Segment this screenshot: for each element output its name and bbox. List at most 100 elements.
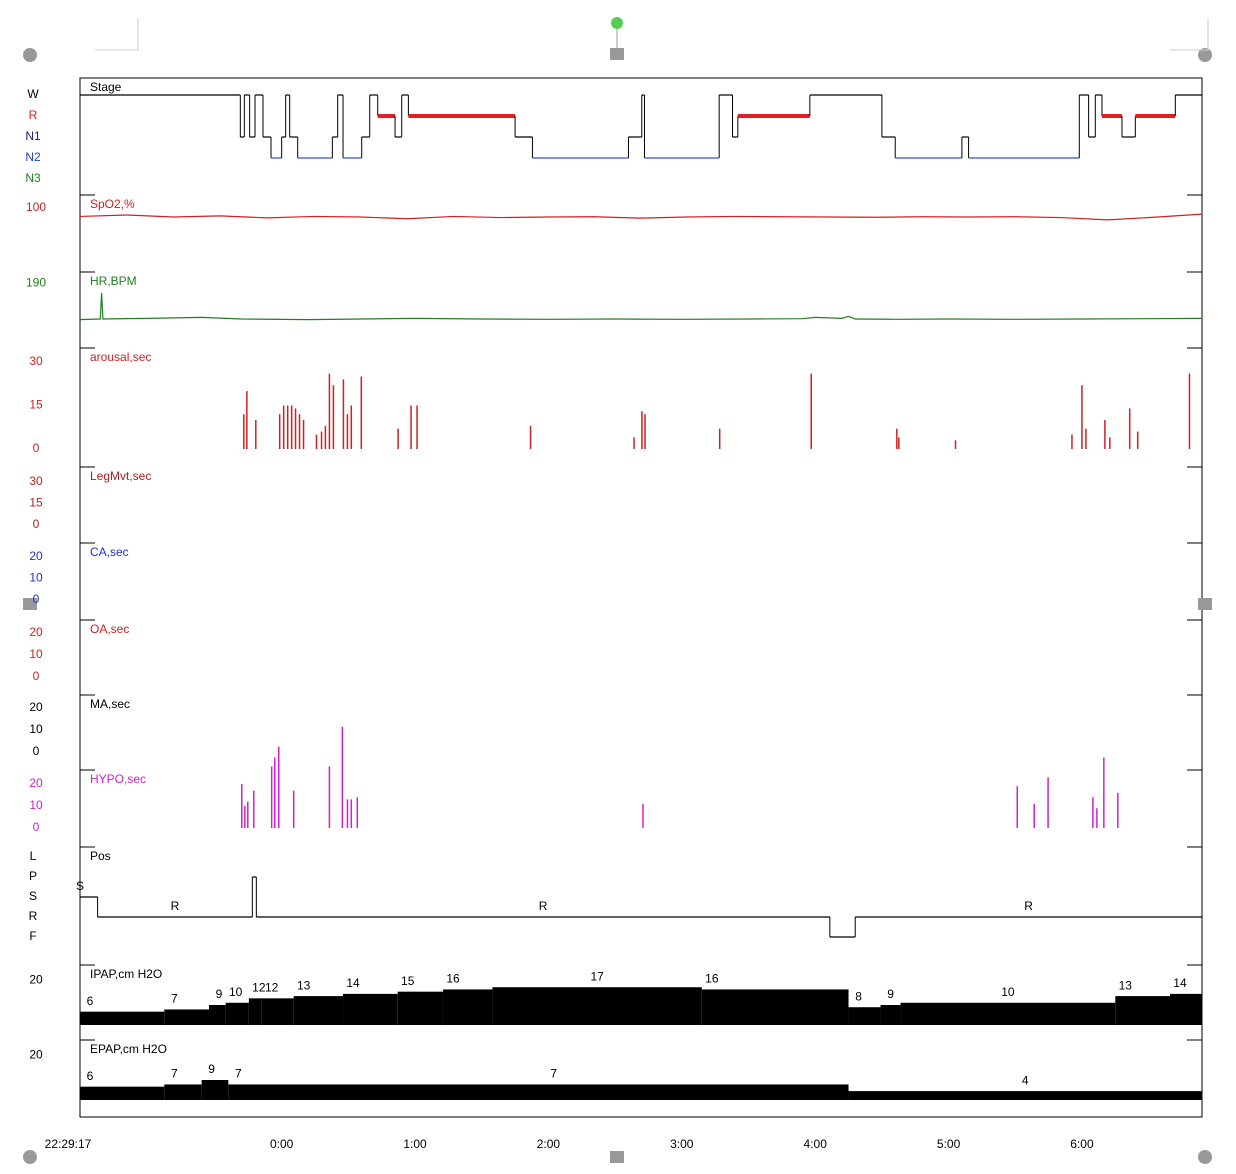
y-tick-label: F (29, 929, 36, 943)
value-label: 10 (229, 985, 243, 999)
pressure-step (261, 998, 294, 1025)
y-tick-label: N1 (25, 129, 41, 143)
value-label: R (539, 899, 548, 913)
y-tick-label: 20 (29, 700, 43, 714)
panel-label: MA,sec (90, 697, 130, 711)
time-tick-label: 22:29:17 (45, 1137, 92, 1151)
handle[interactable] (1198, 48, 1212, 62)
handle[interactable] (1198, 598, 1212, 610)
y-tick-label: 190 (26, 275, 46, 289)
panel-label: Stage (90, 80, 122, 94)
value-label: 9 (887, 987, 894, 1001)
pressure-step (1169, 993, 1202, 1025)
y-tick-label: 20 (29, 776, 43, 790)
value-label: 13 (1119, 978, 1133, 992)
y-tick-label: 20 (29, 1048, 43, 1062)
pressure-step (293, 996, 344, 1025)
handle[interactable] (610, 48, 624, 60)
panel-label: arousal,sec (90, 350, 151, 364)
panel-label: CA,sec (90, 545, 129, 559)
handle[interactable] (1198, 1150, 1212, 1164)
y-tick-label: 0 (33, 441, 40, 455)
y-tick-label: 100 (26, 200, 46, 214)
time-tick-label: 4:00 (804, 1137, 828, 1151)
value-label: 15 (401, 974, 415, 988)
corner-mark (95, 18, 1209, 51)
y-tick-label: 30 (29, 354, 43, 368)
y-tick-label: W (27, 87, 39, 101)
pressure-step (258, 1084, 849, 1100)
rotate-handle[interactable] (611, 17, 623, 29)
y-tick-label: 0 (33, 669, 40, 683)
value-label: 16 (705, 972, 719, 986)
time-tick-label: 3:00 (670, 1137, 694, 1151)
pressure-step (80, 1086, 165, 1100)
y-tick-label: 20 (29, 549, 43, 563)
handle[interactable] (610, 1151, 624, 1163)
value-label: 17 (590, 969, 604, 983)
panel-label: LegMvt,sec (90, 469, 151, 483)
panel-label: EPAP,cm H2O (90, 1042, 167, 1056)
value-label: 14 (346, 976, 360, 990)
pressure-step (701, 989, 849, 1025)
value-label: 6 (87, 1069, 94, 1083)
panel-label: SpO2,% (90, 197, 135, 211)
pressure-step (164, 1009, 209, 1025)
pressure-step (848, 1091, 1202, 1100)
y-tick-label: R (29, 909, 38, 923)
frame (79, 77, 1203, 1118)
pressure-step (848, 1007, 881, 1025)
pressure-step (80, 1011, 165, 1025)
y-tick-label: 15 (29, 398, 43, 412)
value-label: R (171, 899, 180, 913)
time-tick-label: 5:00 (937, 1137, 961, 1151)
pressure-step (900, 1002, 1116, 1025)
pressure-step (201, 1080, 229, 1100)
pressure-step (880, 1005, 901, 1025)
pressure-step (343, 993, 398, 1025)
y-tick-label: L (30, 849, 37, 863)
value-label: 9 (208, 1062, 215, 1076)
value-label: 7 (171, 1067, 178, 1081)
pressure-step (397, 991, 444, 1025)
y-tick-label: 0 (33, 744, 40, 758)
value-label: 12 (252, 981, 266, 995)
time-tick-label: 1:00 (403, 1137, 427, 1151)
value-label: 8 (855, 989, 862, 1003)
value-label: R (1024, 899, 1033, 913)
y-tick-label: 10 (29, 722, 43, 736)
y-tick-label: R (29, 108, 38, 122)
pressure-step (164, 1084, 202, 1100)
trace (79, 292, 1203, 321)
y-tick-label: S (29, 889, 37, 903)
pressure-step (443, 989, 493, 1025)
handle[interactable] (23, 48, 37, 62)
panel-label: HR,BPM (90, 274, 137, 288)
handle[interactable] (23, 598, 37, 610)
pressure-step (208, 1005, 226, 1025)
selection-handles (23, 17, 1212, 1164)
y-tick-label: 10 (29, 571, 43, 585)
value-label: 10 (1001, 985, 1015, 999)
y-tick-label: N3 (25, 171, 41, 185)
panel-label: IPAP,cm H2O (90, 967, 162, 981)
pressure-step (248, 998, 262, 1025)
y-tick-label: P (29, 869, 37, 883)
y-tick-label: 30 (29, 474, 43, 488)
handle[interactable] (23, 1150, 37, 1164)
panel-label: OA,sec (90, 622, 129, 636)
value-label: 6 (87, 994, 94, 1008)
panel-label: Pos (90, 849, 111, 863)
time-tick-label: 0:00 (270, 1137, 294, 1151)
value-label: 12 (265, 981, 279, 995)
y-tick-label: 0 (33, 592, 40, 606)
pressure-step (228, 1084, 259, 1100)
time-tick-label: 2:00 (537, 1137, 561, 1151)
pressure-step (225, 1002, 249, 1025)
trace (79, 213, 1203, 221)
y-tick-label: 10 (29, 647, 43, 661)
value-label: 16 (446, 972, 460, 986)
value-label: 13 (297, 978, 311, 992)
y-tick-label: 15 (29, 496, 43, 510)
